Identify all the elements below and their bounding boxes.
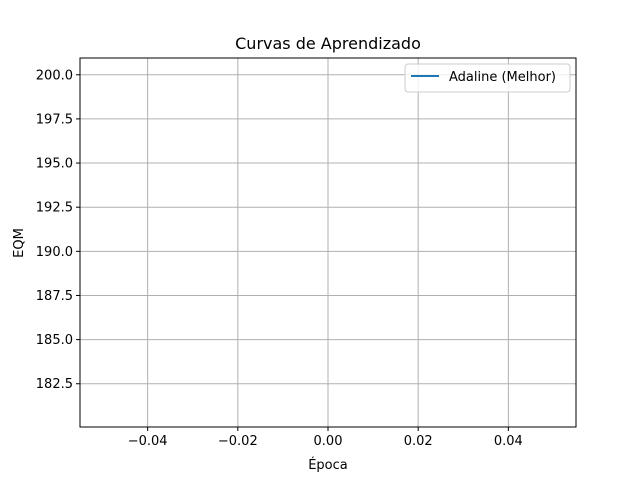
x-tick-label: 0.02 <box>404 434 433 449</box>
x-tick-label: 0.00 <box>314 434 343 449</box>
x-tick-label: 0.04 <box>494 434 523 449</box>
y-tick-label: 185.0 <box>36 333 73 348</box>
legend-label-adaline: Adaline (Melhor) <box>449 70 556 85</box>
y-tick-label: 187.5 <box>36 289 73 304</box>
y-tick-label: 190.0 <box>36 245 73 260</box>
y-axis-ticks: 182.5 185.0 187.5 190.0 192.5 195.0 197.5 200.0 <box>36 68 80 392</box>
legend-box <box>404 63 571 93</box>
grid <box>80 58 576 427</box>
legend: Adaline (Melhor) <box>404 63 571 93</box>
x-axis-ticks: −0.04 −0.02 0.00 0.02 0.04 <box>128 427 523 449</box>
x-axis-label: Época <box>308 457 348 473</box>
x-tick-label: −0.04 <box>128 434 168 449</box>
chart-title: Curvas de Aprendizado <box>235 34 421 53</box>
y-axis-label: EQM <box>12 228 27 258</box>
y-tick-label: 182.5 <box>36 377 73 392</box>
y-tick-label: 195.0 <box>36 157 73 172</box>
y-tick-label: 197.5 <box>36 112 73 127</box>
y-tick-label: 192.5 <box>36 201 73 216</box>
y-tick-label: 200.0 <box>36 68 73 83</box>
x-tick-label: −0.02 <box>218 434 258 449</box>
plot-area <box>79 57 577 428</box>
